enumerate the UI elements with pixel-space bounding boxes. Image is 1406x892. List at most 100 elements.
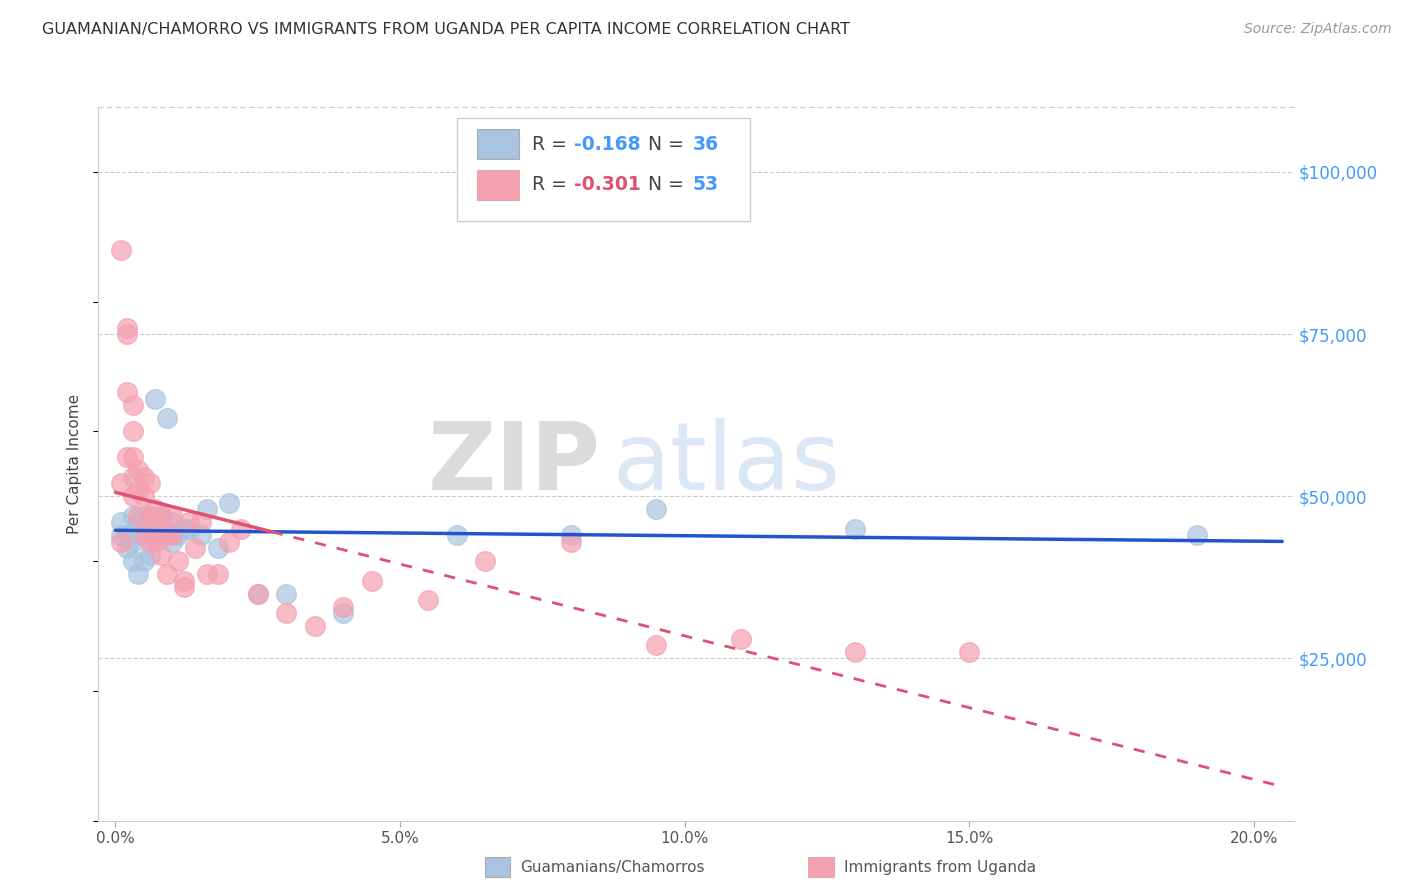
Point xyxy=(132,554,155,568)
Point xyxy=(360,574,382,588)
Point xyxy=(560,528,582,542)
Point xyxy=(132,528,155,542)
Point xyxy=(127,508,149,523)
Point xyxy=(115,385,138,400)
Point xyxy=(127,528,149,542)
Point xyxy=(1185,528,1208,542)
Point xyxy=(167,528,190,542)
Point xyxy=(115,541,138,556)
Point xyxy=(474,554,496,568)
Text: -0.168: -0.168 xyxy=(574,135,641,153)
Point xyxy=(138,534,160,549)
Point xyxy=(150,508,173,523)
Point xyxy=(195,567,218,582)
Point xyxy=(332,599,354,614)
Text: GUAMANIAN/CHAMORRO VS IMMIGRANTS FROM UGANDA PER CAPITA INCOME CORRELATION CHART: GUAMANIAN/CHAMORRO VS IMMIGRANTS FROM UG… xyxy=(42,22,851,37)
Point xyxy=(218,496,240,510)
Point xyxy=(110,476,132,491)
Text: R =: R = xyxy=(533,135,574,153)
Point xyxy=(162,515,184,529)
Point xyxy=(143,392,166,406)
Point xyxy=(138,476,160,491)
Point xyxy=(957,645,980,659)
Point xyxy=(190,515,212,529)
Point xyxy=(115,528,138,542)
Point xyxy=(132,470,155,484)
Text: -0.301: -0.301 xyxy=(574,176,641,194)
Point xyxy=(246,586,269,600)
Point xyxy=(127,515,149,529)
Point xyxy=(121,534,143,549)
Point xyxy=(173,580,195,594)
Point xyxy=(218,534,240,549)
Point xyxy=(179,515,201,529)
Point xyxy=(162,508,184,523)
Point xyxy=(207,541,229,556)
Text: R =: R = xyxy=(533,176,574,194)
Point xyxy=(121,508,143,523)
Point xyxy=(276,606,298,620)
Text: 53: 53 xyxy=(692,176,718,194)
Point xyxy=(446,528,468,542)
Point xyxy=(150,528,173,542)
Point xyxy=(143,528,166,542)
Text: Immigrants from Uganda: Immigrants from Uganda xyxy=(844,860,1036,874)
Point xyxy=(162,534,184,549)
Point xyxy=(304,619,326,633)
Point xyxy=(150,508,173,523)
Point xyxy=(844,522,866,536)
Point xyxy=(121,450,143,465)
Point xyxy=(132,508,155,523)
Text: Guamanians/Chamorros: Guamanians/Chamorros xyxy=(520,860,704,874)
Point xyxy=(127,483,149,497)
Point xyxy=(162,528,184,542)
Point xyxy=(138,508,160,523)
Point xyxy=(195,502,218,516)
Point xyxy=(167,554,190,568)
Point xyxy=(143,515,166,529)
Point xyxy=(138,548,160,562)
Point xyxy=(110,534,132,549)
Point xyxy=(115,450,138,465)
Point xyxy=(115,320,138,334)
Point xyxy=(156,567,179,582)
Point xyxy=(184,541,207,556)
Point xyxy=(110,515,132,529)
Point xyxy=(121,399,143,413)
Point xyxy=(276,586,298,600)
Point xyxy=(132,528,155,542)
Point xyxy=(121,489,143,503)
Point xyxy=(156,411,179,425)
Point xyxy=(127,567,149,582)
Point xyxy=(418,593,440,607)
Point xyxy=(332,606,354,620)
Point xyxy=(229,522,252,536)
Point xyxy=(246,586,269,600)
Point xyxy=(110,243,132,257)
Text: ZIP: ZIP xyxy=(427,417,600,510)
Point xyxy=(121,470,143,484)
Point xyxy=(110,528,132,542)
Point xyxy=(645,502,668,516)
Y-axis label: Per Capita Income: Per Capita Income xyxy=(67,393,83,534)
Point xyxy=(143,502,166,516)
Point xyxy=(156,528,179,542)
Point xyxy=(173,574,195,588)
Point xyxy=(730,632,752,646)
Point xyxy=(150,548,173,562)
Point xyxy=(190,528,212,542)
Point xyxy=(121,554,143,568)
Text: atlas: atlas xyxy=(613,417,841,510)
Point xyxy=(844,645,866,659)
Point xyxy=(115,327,138,342)
Point xyxy=(173,522,195,536)
Point xyxy=(207,567,229,582)
Text: N =: N = xyxy=(637,176,690,194)
Point xyxy=(645,639,668,653)
Text: 36: 36 xyxy=(692,135,718,153)
FancyBboxPatch shape xyxy=(457,118,749,221)
Bar xyxy=(477,169,519,200)
Point xyxy=(560,534,582,549)
Point xyxy=(143,534,166,549)
Point xyxy=(121,425,143,439)
